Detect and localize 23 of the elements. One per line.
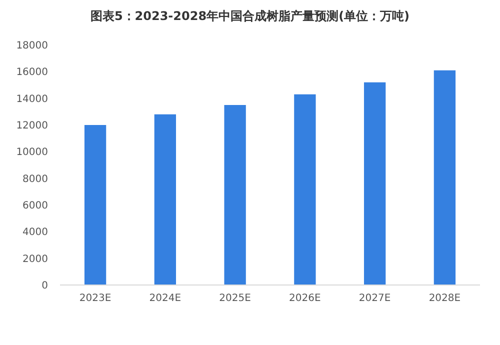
y-tick-label: 6000 xyxy=(22,200,48,212)
bar xyxy=(84,125,106,285)
y-tick-label: 0 xyxy=(42,280,48,292)
x-tick-label: 2024E xyxy=(149,293,182,304)
x-tick-label: 2028E xyxy=(428,293,461,304)
bar xyxy=(294,94,316,285)
y-tick-label: 2000 xyxy=(22,254,48,265)
y-tick-label: 10000 xyxy=(16,147,48,158)
y-tick-label: 4000 xyxy=(22,227,48,238)
y-tick-label: 16000 xyxy=(16,67,48,78)
y-tick-label: 8000 xyxy=(22,174,48,185)
y-tick-label: 18000 xyxy=(16,40,48,52)
bar xyxy=(434,70,456,285)
bar xyxy=(364,82,386,285)
x-tick-label: 2026E xyxy=(289,293,321,304)
bar xyxy=(154,114,176,285)
bar xyxy=(224,105,246,285)
y-tick-label: 14000 xyxy=(16,94,48,105)
x-tick-label: 2023E xyxy=(79,293,112,304)
x-tick-label: 2027E xyxy=(358,293,391,304)
chart-title: 图表5：2023-2028年中国合成树脂产量预测(单位：万吨) xyxy=(90,9,410,23)
y-tick-label: 12000 xyxy=(16,120,48,132)
x-tick-label: 2025E xyxy=(219,293,251,304)
